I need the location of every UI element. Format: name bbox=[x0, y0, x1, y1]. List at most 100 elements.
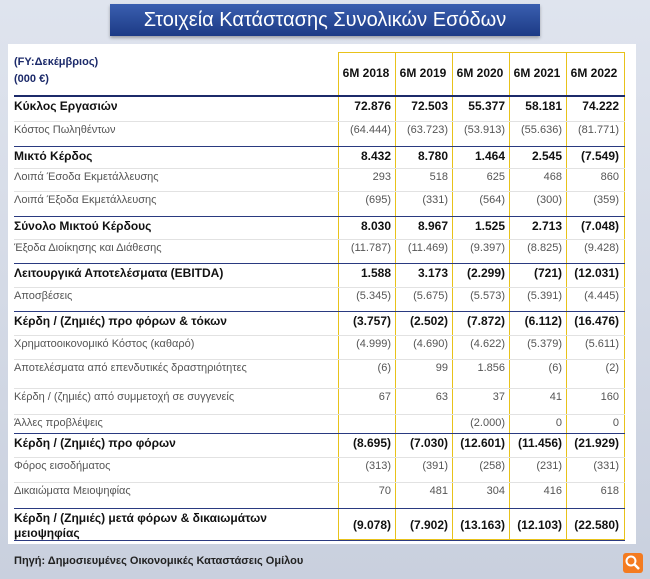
cell-value: 63 bbox=[435, 391, 448, 403]
cell-value: (258) bbox=[479, 460, 505, 472]
cell-value: (5.611) bbox=[584, 338, 619, 350]
cell-value: (5.345) bbox=[356, 290, 391, 302]
zoom-icon[interactable] bbox=[622, 552, 644, 574]
cell-value: 55.377 bbox=[468, 99, 505, 113]
cell-value: 160 bbox=[600, 391, 619, 403]
row-label: Έξοδα Διοίκησης και Διάθεσης bbox=[14, 242, 162, 254]
cell-value: (63.723) bbox=[407, 124, 448, 136]
row-rule bbox=[14, 311, 625, 312]
cell-value: (2.000) bbox=[470, 417, 505, 429]
cell-value: (7.030) bbox=[409, 436, 448, 450]
row-label: Λοιπά Έσοδα Εκμετάλλευσης bbox=[14, 171, 159, 183]
cell-value: 1.588 bbox=[360, 266, 391, 280]
cell-value: (9.397) bbox=[470, 242, 505, 254]
cell-value: 8.432 bbox=[360, 149, 391, 163]
cell-value: (12.031) bbox=[574, 266, 619, 280]
row-label: Κύκλος Εργασιών bbox=[14, 99, 118, 113]
row-rule bbox=[14, 335, 625, 336]
cell-value: 860 bbox=[600, 171, 619, 183]
cell-value: (6.112) bbox=[524, 314, 562, 328]
cell-value: (16.476) bbox=[574, 314, 619, 328]
cell-value: (7.872) bbox=[466, 314, 505, 328]
column-header: 6M 2021 bbox=[513, 66, 561, 80]
cell-value: 293 bbox=[372, 171, 391, 183]
cell-value: (21.929) bbox=[574, 436, 619, 450]
cell-value: (359) bbox=[593, 194, 619, 206]
cell-value: (313) bbox=[365, 460, 391, 472]
cell-value: (7.549) bbox=[580, 149, 619, 163]
cell-value: (13.163) bbox=[460, 518, 505, 532]
cell-value: (2.299) bbox=[466, 266, 505, 280]
column-header: 6M 2022 bbox=[570, 66, 618, 80]
cell-value: 1.464 bbox=[474, 149, 505, 163]
cell-value: (12.601) bbox=[460, 436, 505, 450]
cell-value: 1.856 bbox=[477, 362, 505, 374]
cell-value: (12.103) bbox=[517, 518, 562, 532]
row-label: Αποτελέσματα από επενδυτικές δραστηριότη… bbox=[14, 362, 247, 374]
row-rule bbox=[14, 216, 625, 217]
row-rule bbox=[14, 388, 625, 389]
cell-value: (11.469) bbox=[407, 242, 448, 254]
cell-value: 74.222 bbox=[582, 99, 619, 113]
row-rule bbox=[14, 146, 625, 147]
row-rule bbox=[14, 359, 625, 360]
cell-value: 72.876 bbox=[354, 99, 391, 113]
cell-value: 2.713 bbox=[531, 219, 562, 233]
row-label: Λειτουργικά Αποτελέσματα (EBITDA) bbox=[14, 266, 224, 280]
row-label: Άλλες προβλέψεις bbox=[14, 417, 103, 429]
cell-value: 41 bbox=[549, 391, 562, 403]
cell-value: (5.391) bbox=[527, 290, 562, 302]
row-rule bbox=[14, 433, 625, 434]
row-rule bbox=[14, 239, 625, 240]
row-label: Μικτό Κέρδος bbox=[14, 149, 93, 163]
cell-value: 304 bbox=[486, 485, 505, 497]
row-rule bbox=[14, 508, 625, 509]
cell-value: (721) bbox=[533, 266, 562, 280]
cell-value: (3.757) bbox=[352, 314, 391, 328]
cell-value: 1.525 bbox=[474, 219, 505, 233]
cell-value: 8.030 bbox=[360, 219, 391, 233]
cell-value: (331) bbox=[422, 194, 448, 206]
cell-value: 99 bbox=[435, 362, 448, 374]
row-rule bbox=[14, 168, 625, 169]
cell-value: (300) bbox=[536, 194, 562, 206]
row-label: Κέρδη / (ζημιές) από συμμετοχή σε συγγεν… bbox=[14, 391, 235, 403]
title-banner: Στοιχεία Κατάστασης Συνολικών Εσόδων bbox=[110, 4, 540, 36]
row-rule bbox=[14, 414, 625, 415]
cell-value: (4.690) bbox=[413, 338, 448, 350]
cell-value: 618 bbox=[600, 485, 619, 497]
cell-value: (391) bbox=[422, 460, 448, 472]
row-label: Κέρδη / (Ζημιές) προ φόρων & τόκων bbox=[14, 314, 227, 328]
cell-value: (7.902) bbox=[409, 518, 448, 532]
cell-value: (11.456) bbox=[517, 436, 562, 450]
cell-value: (7.048) bbox=[580, 219, 619, 233]
cell-value: (11.787) bbox=[350, 242, 391, 254]
row-label: Αποσβέσεις bbox=[14, 290, 73, 302]
cell-value: 67 bbox=[378, 391, 391, 403]
icon-glass bbox=[625, 555, 637, 567]
cell-value: 72.503 bbox=[411, 99, 448, 113]
cell-value: (2) bbox=[605, 362, 619, 374]
row-label: Κέρδη / (Ζημιές) μετά φόρων & δικαιωμάτω… bbox=[14, 511, 267, 540]
row-label: Δικαιώματα Μειοψηφίας bbox=[14, 485, 131, 497]
row-label: Φόρος εισοδήματος bbox=[14, 460, 111, 472]
cell-value: (5.379) bbox=[527, 338, 562, 350]
row-label: Χρηματοοικονομικό Κόστος (καθαρό) bbox=[14, 338, 195, 350]
row-label: Κόστος Πωληθέντων bbox=[14, 124, 116, 136]
row-rule bbox=[14, 191, 625, 192]
row-rule bbox=[14, 457, 625, 458]
cell-value: (4.622) bbox=[470, 338, 505, 350]
cell-value: (53.913) bbox=[464, 124, 505, 136]
row-rule bbox=[14, 287, 625, 288]
cell-value: (55.636) bbox=[521, 124, 562, 136]
cell-value: 8.967 bbox=[417, 219, 448, 233]
header-label: (000 €) bbox=[14, 73, 49, 85]
cell-value: (4.445) bbox=[584, 290, 619, 302]
cell-value: (9.078) bbox=[352, 518, 391, 532]
row-label: Σύνολο Μικτού Κέρδους bbox=[14, 219, 152, 233]
column-header: 6M 2020 bbox=[456, 66, 504, 80]
column-header: 6M 2019 bbox=[399, 66, 447, 80]
cell-value: 481 bbox=[429, 485, 448, 497]
cell-value: 416 bbox=[543, 485, 562, 497]
